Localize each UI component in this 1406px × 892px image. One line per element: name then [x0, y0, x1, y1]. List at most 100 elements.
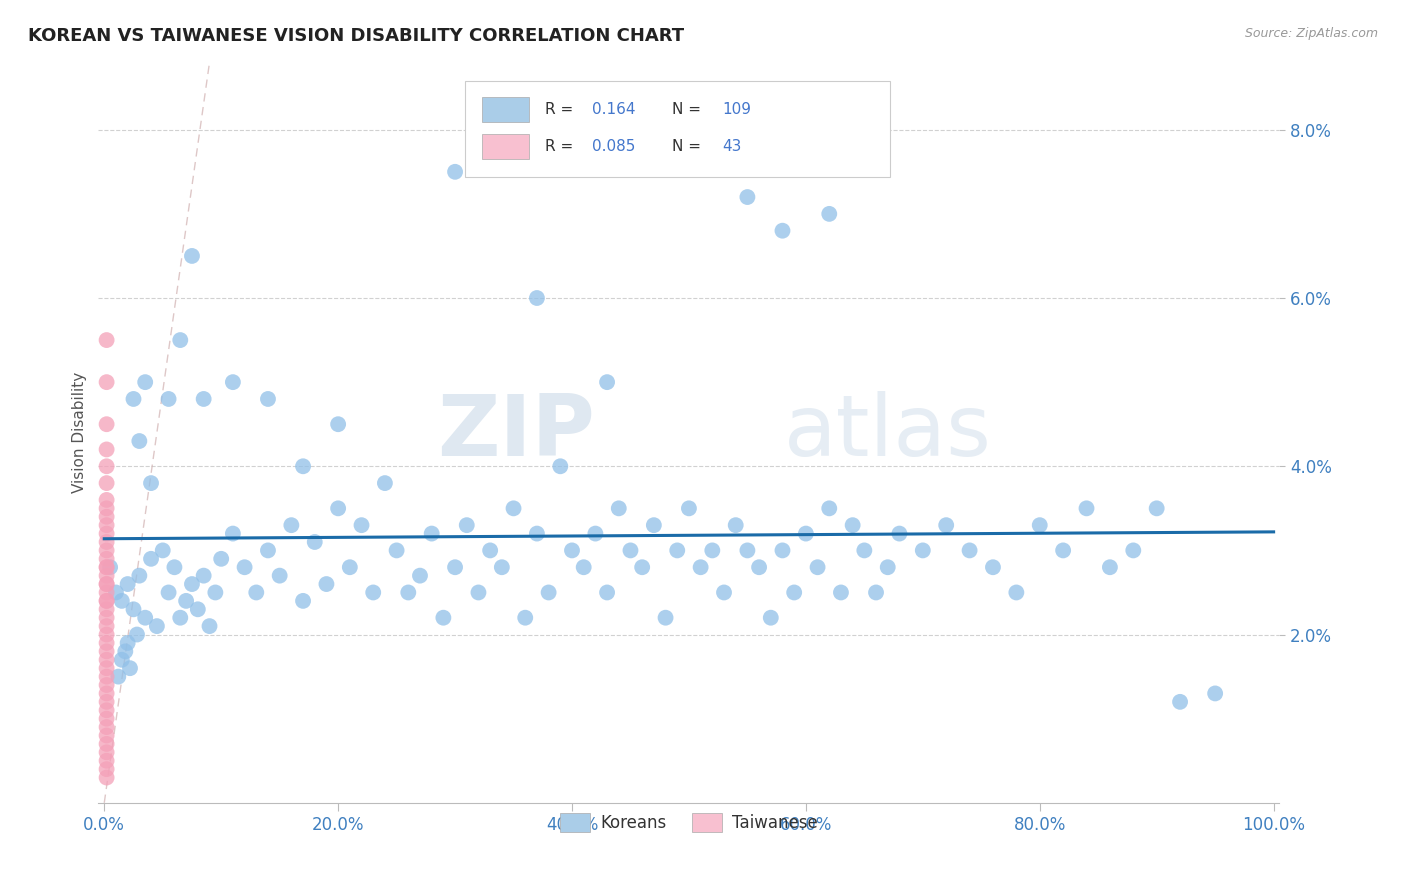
- Text: ZIP: ZIP: [437, 391, 595, 475]
- Point: [853, 543, 876, 558]
- Point: [1029, 518, 1052, 533]
- Point: [193, 392, 215, 406]
- Point: [841, 518, 863, 533]
- Point: [122, 602, 145, 616]
- Point: [1122, 543, 1144, 558]
- Point: [134, 610, 156, 624]
- Text: R =: R =: [546, 138, 578, 153]
- Point: [396, 585, 419, 599]
- Point: [583, 526, 606, 541]
- Point: [292, 594, 315, 608]
- Point: [104, 585, 127, 599]
- Point: [959, 543, 981, 558]
- Point: [561, 543, 583, 558]
- Point: [139, 551, 162, 566]
- Text: Source: ZipAtlas.com: Source: ZipAtlas.com: [1244, 27, 1378, 40]
- Point: [491, 560, 513, 574]
- FancyBboxPatch shape: [482, 135, 530, 159]
- Point: [163, 560, 186, 574]
- Point: [326, 417, 349, 432]
- Point: [198, 619, 221, 633]
- Legend: Koreans, Taiwanese: Koreans, Taiwanese: [554, 806, 824, 838]
- Point: [619, 543, 641, 558]
- Point: [1005, 585, 1028, 599]
- Point: [643, 518, 665, 533]
- Point: [96, 737, 118, 751]
- Point: [96, 602, 118, 616]
- Point: [339, 560, 361, 574]
- Point: [526, 291, 548, 305]
- Point: [96, 476, 118, 491]
- Point: [96, 745, 118, 759]
- Point: [117, 636, 139, 650]
- Text: 0.085: 0.085: [592, 138, 636, 153]
- Point: [385, 543, 408, 558]
- Point: [818, 501, 841, 516]
- Point: [1146, 501, 1168, 516]
- Point: [96, 585, 118, 599]
- Point: [269, 568, 291, 582]
- Point: [572, 560, 595, 574]
- Point: [139, 476, 162, 491]
- Text: atlas: atlas: [783, 391, 991, 475]
- Point: [96, 442, 118, 457]
- Point: [96, 417, 118, 432]
- Point: [128, 434, 150, 448]
- Point: [748, 560, 770, 574]
- Point: [96, 619, 118, 633]
- Point: [444, 165, 467, 179]
- Point: [724, 518, 747, 533]
- Point: [96, 551, 118, 566]
- Point: [96, 333, 118, 347]
- Point: [456, 518, 478, 533]
- Point: [96, 627, 118, 641]
- Point: [96, 636, 118, 650]
- Point: [96, 686, 118, 700]
- Point: [350, 518, 373, 533]
- FancyBboxPatch shape: [482, 97, 530, 121]
- Point: [467, 585, 489, 599]
- Point: [1168, 695, 1191, 709]
- Text: N =: N =: [672, 102, 706, 117]
- Point: [111, 594, 134, 608]
- Point: [479, 543, 502, 558]
- Point: [187, 602, 209, 616]
- Point: [772, 543, 794, 558]
- Text: KOREAN VS TAIWANESE VISION DISABILITY CORRELATION CHART: KOREAN VS TAIWANESE VISION DISABILITY CO…: [28, 27, 685, 45]
- Point: [157, 585, 180, 599]
- Point: [806, 560, 828, 574]
- Point: [292, 459, 315, 474]
- Point: [96, 509, 118, 524]
- Point: [96, 560, 118, 574]
- Point: [1076, 501, 1098, 516]
- Point: [713, 585, 735, 599]
- Point: [737, 190, 759, 204]
- Point: [889, 526, 911, 541]
- Point: [865, 585, 887, 599]
- Point: [830, 585, 852, 599]
- Point: [502, 501, 524, 516]
- Point: [702, 543, 724, 558]
- Point: [111, 653, 134, 667]
- Point: [96, 695, 118, 709]
- Point: [96, 492, 118, 507]
- Point: [152, 543, 174, 558]
- Point: [596, 375, 619, 389]
- Point: [96, 594, 118, 608]
- Point: [134, 375, 156, 389]
- Point: [550, 459, 572, 474]
- Point: [96, 729, 118, 743]
- Point: [96, 661, 118, 675]
- Point: [526, 526, 548, 541]
- Point: [128, 568, 150, 582]
- Point: [96, 653, 118, 667]
- Point: [96, 459, 118, 474]
- Point: [96, 535, 118, 549]
- Point: [96, 703, 118, 717]
- Point: [96, 678, 118, 692]
- Point: [876, 560, 898, 574]
- Point: [596, 585, 619, 599]
- Point: [515, 610, 537, 624]
- Point: [607, 501, 630, 516]
- Point: [420, 526, 443, 541]
